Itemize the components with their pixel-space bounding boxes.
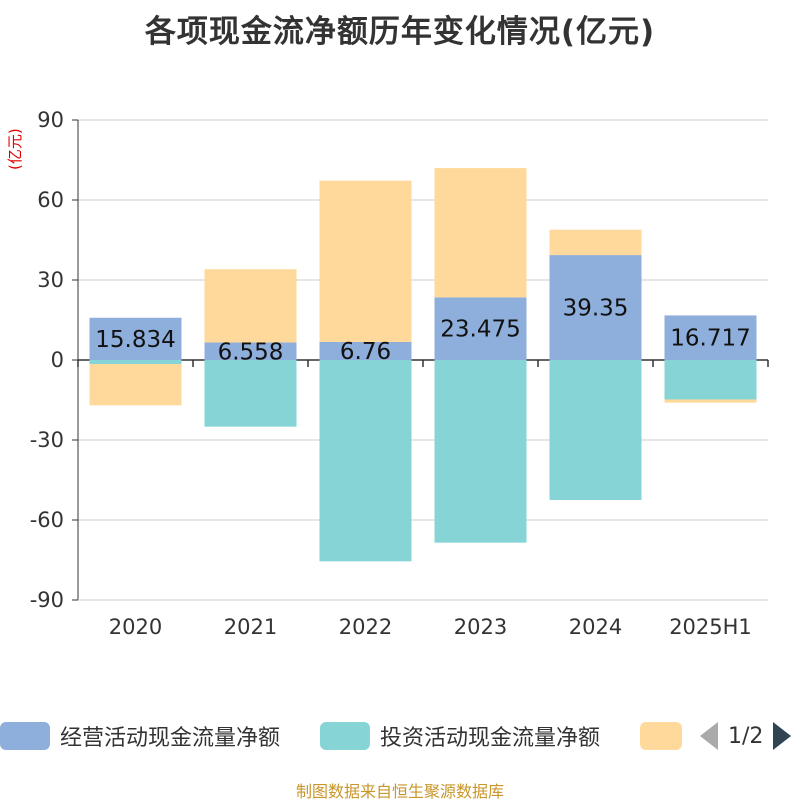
legend: 经营活动现金流量净额 投资活动现金流量净额 1/2 [0,714,800,758]
legend-item-investing[interactable]: 投资活动现金流量净额 [320,714,600,758]
x-tick-label-2024: 2024 [569,615,622,639]
bar-s2-2025H1 [664,399,757,403]
data-labels: 15.834 6.558 6.76 23.475 39.35 16.717 [95,296,750,366]
data-label-2021: 6.558 [218,339,284,365]
bar-s1-2025H1 [664,360,757,400]
x-tick-label-2022: 2022 [339,615,392,639]
bar-s2-2024 [549,229,642,256]
legend-label-investing: 投资活动现金流量净额 [380,726,601,751]
bar-s1-2023 [434,360,527,543]
data-label-2025H1: 16.717 [670,326,750,352]
x-tick-label-2021: 2021 [224,615,277,639]
legend-swatch-third [640,722,682,750]
y-tick-label-1: 60 [37,188,64,212]
bar-s1-2022 [319,360,412,562]
y-tick-label-5: -60 [30,508,64,532]
bar-s0-2025H1 [664,315,757,360]
bar-s0-2023 [434,297,527,360]
data-label-2020: 15.834 [95,327,175,353]
x-tick-label-2020: 2020 [109,615,162,639]
bar-s0-2024 [549,255,642,360]
legend-prev-page-icon[interactable] [700,722,718,750]
y-tick-label-0: 90 [37,108,64,132]
y-tick-label-3: 0 [51,348,64,372]
y-tick-label-2: 30 [37,268,64,292]
bar-s2-2021 [204,269,297,343]
legend-swatch-investing [320,722,370,750]
data-label-2022: 6.76 [340,339,391,365]
bar-s2-2020 [89,364,182,406]
bar-s1-2021 [204,360,297,427]
bar-s0-2021 [204,342,297,360]
data-label-2023: 23.475 [440,317,520,343]
legend-label-operating: 经营活动现金流量净额 [60,726,281,751]
bars [89,168,757,562]
bar-s1-2020 [89,360,182,364]
legend-next-page-icon[interactable] [773,722,792,750]
bar-s1-2024 [549,360,642,500]
legend-item-operating[interactable]: 经营活动现金流量净额 [0,714,280,758]
legend-swatch-operating [0,722,50,750]
legend-item-third[interactable] [640,714,692,758]
bar-s0-2020 [89,317,182,360]
x-tick-label-2023: 2023 [454,615,507,639]
source-note: 制图数据来自恒生聚源数据库 [295,782,504,801]
y-tick-label-6: -90 [30,588,64,612]
legend-page-indicator: 1/2 [728,723,764,749]
axes: 90 60 30 0 -30 -60 -90 2020 2021 2022 2023 2024 2025… [30,108,769,639]
data-label-2024: 39.35 [563,296,629,322]
bar-s2-2023 [434,168,527,298]
bar-s2-2022 [319,180,412,342]
x-tick-label-2025H1: 2025H1 [669,615,752,639]
y-axis-unit-label: (亿元) [6,128,24,170]
legend-pager: 1/2 [700,714,792,758]
bar-s0-2022 [319,341,412,360]
y-tick-label-4: -30 [30,428,64,452]
chart-title: 各项现金流净额历年变化情况(亿元) [144,14,656,50]
